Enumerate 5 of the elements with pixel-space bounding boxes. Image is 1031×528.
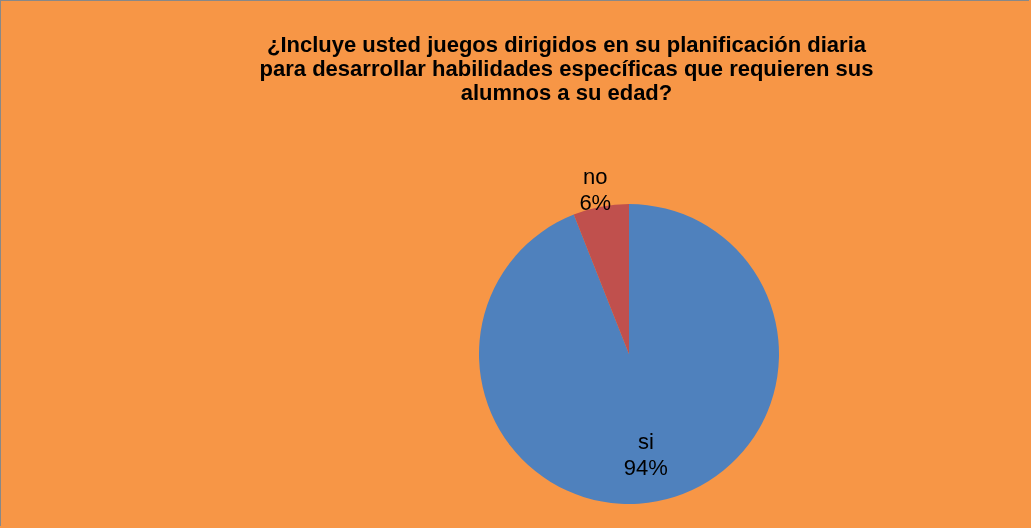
data-label: 6% bbox=[579, 190, 612, 216]
slice-label: no bbox=[583, 164, 608, 190]
slice-label: si bbox=[637, 429, 654, 455]
data-label: 94% bbox=[623, 455, 668, 481]
chart-title: ¿Incluye usted juegos dirigidos en su planificación diaria para desarrollar habilidades específicas que requieren sus alumnos a su edad? bbox=[259, 32, 874, 105]
